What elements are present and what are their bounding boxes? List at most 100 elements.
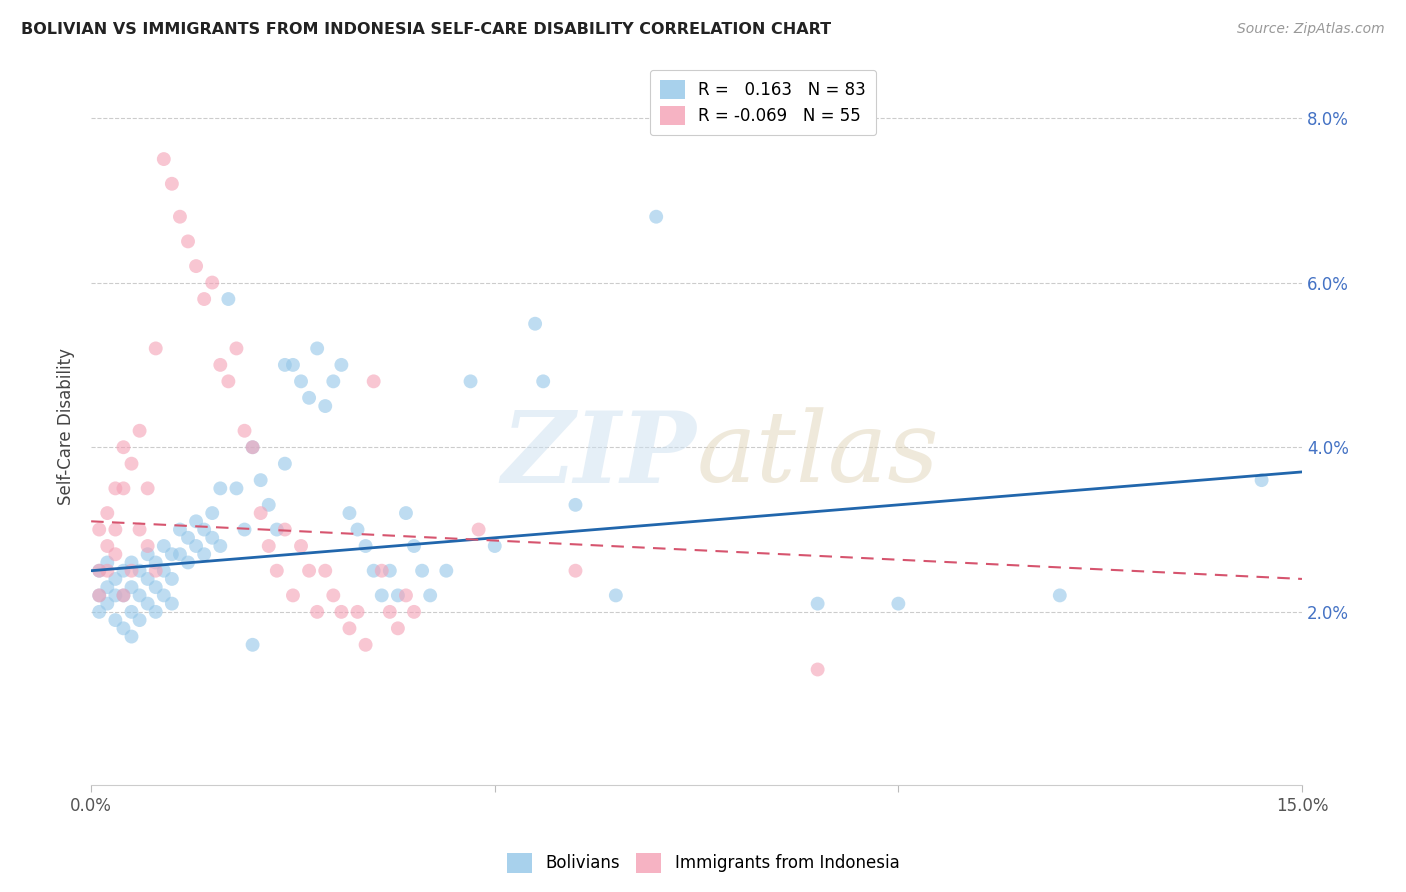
Point (249, 473, 271, 487)
Point (104, 572, 127, 586)
Point (217, 375, 239, 389)
Point (128, 523, 150, 537)
Point (314, 399, 336, 413)
Point (112, 482, 135, 496)
Point (395, 506, 418, 520)
Point (645, 210, 668, 224)
Point (298, 391, 321, 405)
Point (184, 259, 207, 273)
Point (193, 547, 215, 561)
Point (121, 605, 143, 619)
Point (233, 523, 256, 537)
Point (121, 564, 143, 578)
Point (169, 547, 191, 561)
Point (339, 506, 361, 520)
Point (371, 588, 394, 602)
Point (96, 597, 118, 611)
Point (96, 564, 118, 578)
Point (281, 358, 304, 372)
Point (1250, 473, 1272, 487)
Point (128, 588, 150, 602)
Point (242, 638, 264, 652)
Point (160, 547, 183, 561)
Point (128, 424, 150, 438)
Point (225, 342, 247, 356)
Point (209, 482, 232, 496)
Point (298, 564, 321, 578)
Point (378, 605, 401, 619)
Point (371, 564, 394, 578)
Point (290, 375, 312, 389)
Point (128, 564, 150, 578)
Point (177, 556, 200, 570)
Point (217, 292, 239, 306)
Point (354, 638, 377, 652)
Point (225, 482, 247, 496)
Point (274, 358, 297, 372)
Point (169, 523, 191, 537)
Point (201, 531, 224, 545)
Point (104, 482, 127, 496)
Point (378, 564, 401, 578)
Point (330, 605, 353, 619)
Point (112, 564, 135, 578)
Point (96, 556, 118, 570)
Point (330, 358, 353, 372)
Point (363, 375, 385, 389)
Point (160, 597, 183, 611)
Point (121, 457, 143, 471)
Point (266, 523, 288, 537)
Point (564, 564, 586, 578)
Text: BOLIVIAN VS IMMIGRANTS FROM INDONESIA SELF-CARE DISABILITY CORRELATION CHART: BOLIVIAN VS IMMIGRANTS FROM INDONESIA SE… (21, 22, 831, 37)
Point (96, 506, 118, 520)
Point (564, 498, 586, 512)
Point (249, 506, 271, 520)
Point (402, 539, 425, 553)
Point (460, 375, 482, 389)
Point (193, 523, 215, 537)
Point (112, 621, 135, 635)
Point (395, 588, 418, 602)
Point (136, 482, 159, 496)
Point (121, 630, 143, 644)
Point (411, 564, 433, 578)
Point (363, 564, 385, 578)
Point (104, 523, 127, 537)
Point (290, 539, 312, 553)
Point (524, 317, 547, 331)
Point (307, 342, 329, 356)
Point (209, 358, 232, 372)
Point (153, 564, 176, 578)
Point (145, 605, 167, 619)
Point (387, 588, 409, 602)
Point (419, 588, 441, 602)
Point (96, 539, 118, 553)
Point (177, 235, 200, 249)
Point (387, 621, 409, 635)
Point (307, 605, 329, 619)
Point (346, 523, 368, 537)
Point (434, 564, 457, 578)
Point (281, 588, 304, 602)
Point (136, 539, 159, 553)
Point (274, 523, 297, 537)
Point (184, 539, 207, 553)
Point (467, 523, 489, 537)
Point (1049, 588, 1071, 602)
Point (121, 580, 143, 594)
Point (169, 210, 191, 224)
Point (136, 597, 159, 611)
Point (266, 564, 288, 578)
Point (233, 424, 256, 438)
Point (314, 564, 336, 578)
Point (160, 177, 183, 191)
Point (322, 375, 344, 389)
Point (346, 605, 368, 619)
Point (193, 292, 215, 306)
Point (531, 375, 554, 389)
Point (104, 588, 127, 602)
Point (145, 556, 167, 570)
Point (112, 588, 135, 602)
Point (807, 597, 830, 611)
Point (274, 457, 297, 471)
